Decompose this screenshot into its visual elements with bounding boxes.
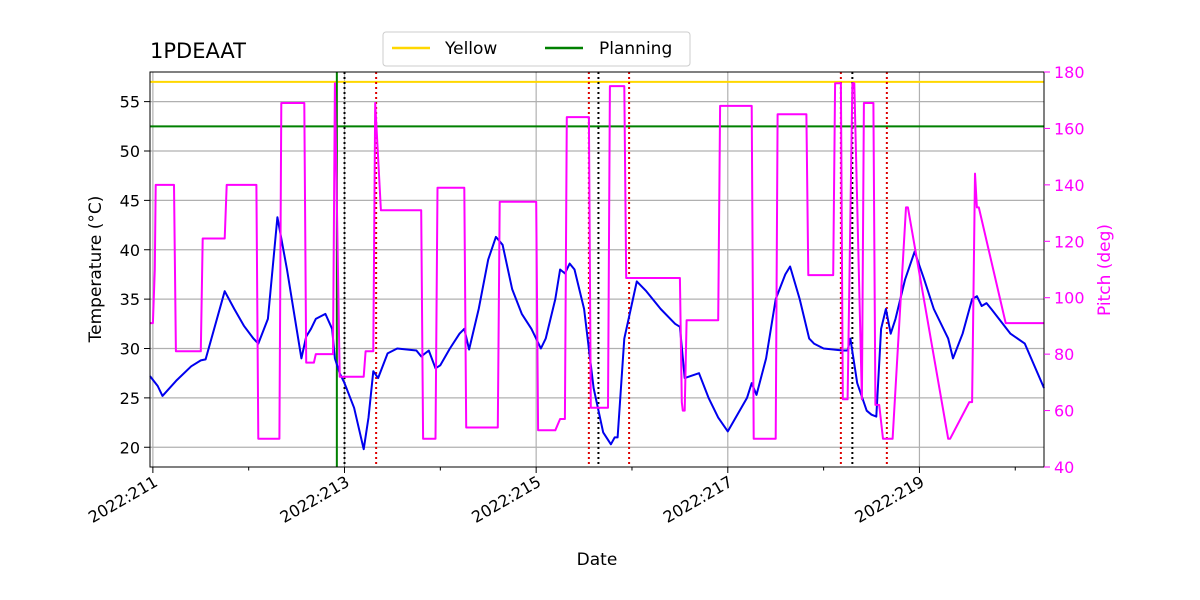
y2-tick-label: 180 [1054,63,1085,82]
y2-tick-label: 140 [1054,176,1085,195]
series-line-temperature [149,216,1045,451]
y2-axis-label: Pitch (deg) [1095,224,1115,316]
y-tick-label: 50 [120,142,140,161]
legend-box [382,31,691,67]
y2-tick-label: 160 [1054,119,1085,138]
plot-frame [149,71,1045,468]
y-axis-label: Temperature (°C) [86,196,106,344]
legend-label-yellow: Yellow [444,39,497,59]
y2-tick-label: 100 [1054,289,1085,308]
x-tick-label: 2022:217 [660,472,736,527]
y2-tick-label: 40 [1054,458,1074,477]
grid [150,72,1044,467]
series-line-pitch [150,82,1044,440]
chart-title: 1PDEAAT [150,39,246,63]
y-tick-label: 35 [120,290,140,309]
ticks: 2022:211 2022:213 2022:215 2022:217 2022:219… [85,63,1085,527]
x-axis-label: Date [577,550,618,570]
x-tick-label: 2022:211 [85,472,161,527]
y-tick-label: 30 [120,340,140,359]
x-tick-label: 2022:219 [852,472,928,527]
legend: Yellow Planning [382,31,691,67]
y-tick-label: 55 [120,93,140,112]
y2-tick-label: 80 [1054,345,1074,364]
y-tick-label: 45 [120,191,140,210]
legend-label-planning: Planning [599,39,672,59]
x-tick-label: 2022:213 [277,472,353,527]
y-tick-label: 20 [120,438,140,457]
y2-tick-label: 60 [1054,402,1074,421]
y-tick-label: 40 [120,241,140,260]
y-tick-label: 25 [120,389,140,408]
y2-tick-label: 120 [1054,232,1085,251]
series-group [149,82,1045,451]
x-tick-label: 2022:215 [468,472,544,527]
